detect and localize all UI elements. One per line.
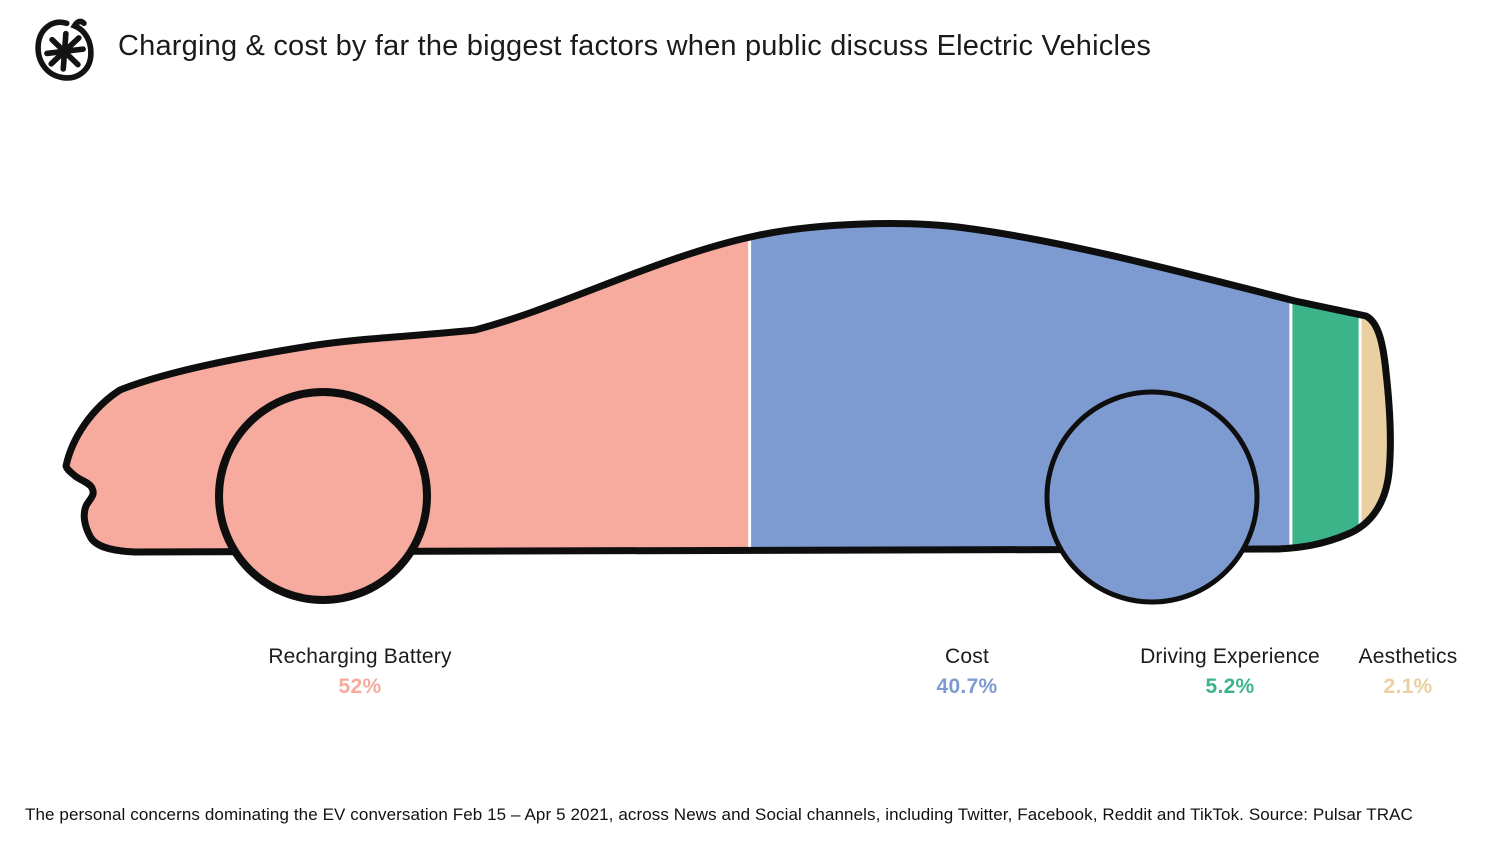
pulsar-logo-icon bbox=[35, 18, 94, 81]
car-body-outline bbox=[62, 220, 1394, 556]
chart-title: Charging & cost by far the biggest facto… bbox=[118, 30, 1152, 62]
rear-wheel bbox=[1044, 389, 1260, 605]
source-note: The personal concerns dominating the EV … bbox=[25, 805, 1413, 824]
front-wheel bbox=[215, 388, 431, 604]
logo-circle-stroke bbox=[35, 18, 94, 81]
logo-asterisk-spoke bbox=[48, 35, 82, 67]
